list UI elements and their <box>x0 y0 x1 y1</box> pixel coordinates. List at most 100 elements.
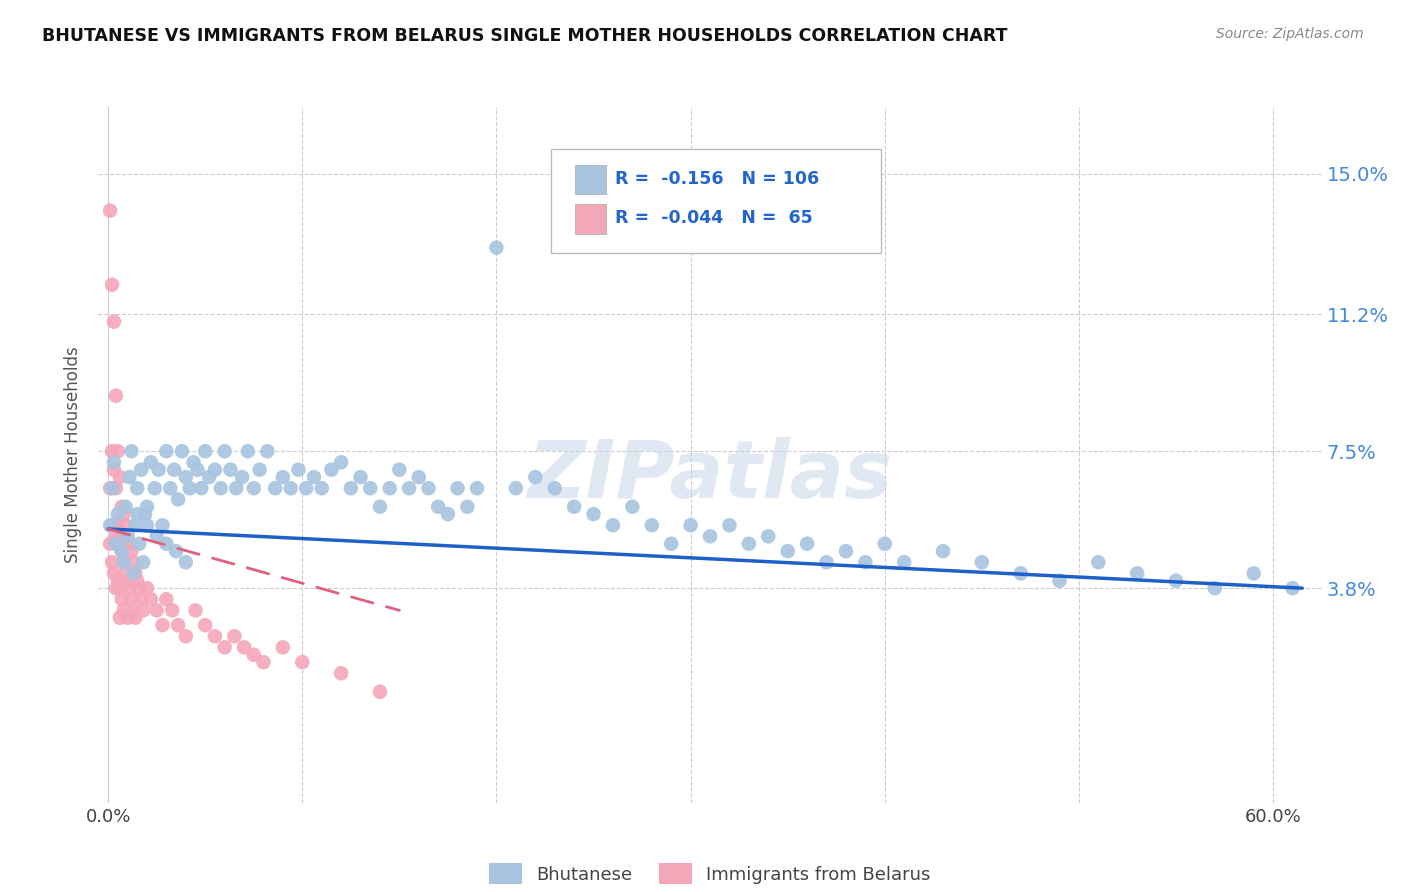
Point <box>101 518 124 533</box>
Point <box>718 518 741 533</box>
Point <box>167 492 190 507</box>
Point <box>264 481 287 495</box>
Point <box>124 611 146 625</box>
Point <box>738 537 761 551</box>
Point <box>815 555 838 569</box>
Point <box>194 618 217 632</box>
Point <box>349 470 371 484</box>
Point <box>108 611 131 625</box>
Point <box>179 481 201 495</box>
Point <box>311 481 333 495</box>
Point <box>108 581 131 595</box>
Point <box>621 500 644 514</box>
Point <box>118 581 141 595</box>
Point <box>112 507 135 521</box>
Point <box>139 592 162 607</box>
Point <box>1010 566 1032 581</box>
Point <box>104 529 127 543</box>
Text: R =  -0.044   N =  65: R = -0.044 N = 65 <box>614 210 813 227</box>
Point <box>104 581 127 595</box>
Text: R =  -0.156   N = 106: R = -0.156 N = 106 <box>614 169 818 187</box>
Point <box>330 455 353 469</box>
Point <box>427 500 450 514</box>
Point <box>582 507 605 521</box>
Point <box>388 463 411 477</box>
Point <box>219 463 242 477</box>
Point <box>287 463 309 477</box>
Point <box>873 537 896 551</box>
Point <box>368 685 391 699</box>
Point <box>118 537 141 551</box>
Point <box>122 555 145 569</box>
Point <box>111 544 134 558</box>
Point <box>107 507 129 521</box>
Point <box>970 555 993 569</box>
Point <box>98 518 121 533</box>
Point <box>98 537 121 551</box>
Point <box>108 529 131 543</box>
Point <box>835 544 858 558</box>
Point <box>122 603 145 617</box>
Point <box>117 611 139 625</box>
Point <box>562 500 585 514</box>
Point <box>204 463 226 477</box>
Point <box>271 470 294 484</box>
Point <box>302 470 325 484</box>
Point <box>756 529 779 543</box>
Point <box>295 481 318 495</box>
Point <box>231 470 253 484</box>
Point <box>132 555 155 569</box>
Point <box>143 481 166 495</box>
Point <box>330 666 353 681</box>
Point <box>114 566 136 581</box>
Point <box>111 500 134 514</box>
Point <box>776 544 799 558</box>
Point <box>204 629 226 643</box>
Point <box>128 581 150 595</box>
Point <box>117 574 139 588</box>
Point <box>127 507 149 521</box>
Point <box>641 518 664 533</box>
Point <box>378 481 401 495</box>
Point <box>225 481 247 495</box>
Point <box>437 507 460 521</box>
Point <box>101 481 124 495</box>
Point <box>242 648 264 662</box>
Point <box>104 481 127 495</box>
Point <box>408 470 430 484</box>
Point <box>194 444 217 458</box>
Point <box>190 481 212 495</box>
Point <box>145 529 167 543</box>
Point <box>101 277 124 292</box>
Point <box>699 529 721 543</box>
Point <box>127 481 149 495</box>
Point <box>129 592 152 607</box>
Point <box>544 481 567 495</box>
Point <box>111 592 134 607</box>
Point <box>167 618 190 632</box>
Point <box>124 518 146 533</box>
Point <box>233 640 256 655</box>
Point <box>271 640 294 655</box>
Point <box>122 566 145 581</box>
FancyBboxPatch shape <box>551 149 882 253</box>
Point <box>136 581 159 595</box>
Point <box>107 518 129 533</box>
Point <box>165 544 187 558</box>
Point <box>679 518 702 533</box>
Point <box>1243 566 1265 581</box>
Point <box>418 481 440 495</box>
Point <box>853 555 876 569</box>
Point <box>124 566 146 581</box>
Point <box>1049 574 1071 588</box>
Bar <box>575 165 606 194</box>
Point <box>163 463 186 477</box>
Point <box>114 500 136 514</box>
Point <box>524 470 547 484</box>
Point <box>132 603 155 617</box>
Point <box>1164 574 1187 588</box>
Point <box>103 566 125 581</box>
Point <box>108 470 131 484</box>
Point <box>485 241 508 255</box>
Point <box>103 518 125 533</box>
